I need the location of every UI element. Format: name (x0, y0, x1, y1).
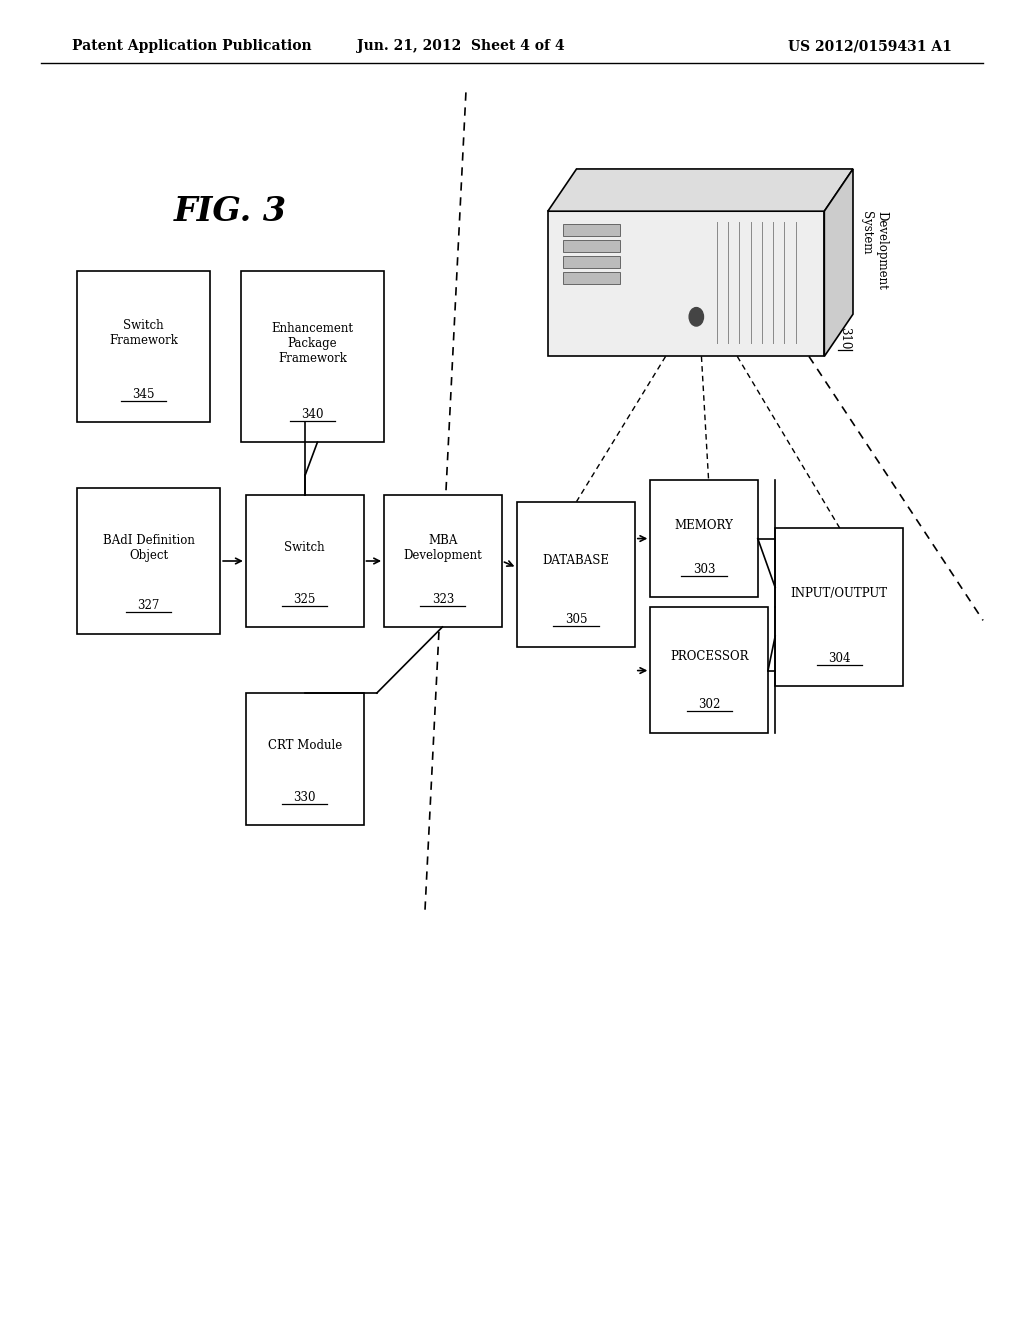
Bar (563, 272, 620, 284)
Bar (563, 224, 620, 236)
Text: MBA
Development: MBA Development (403, 533, 482, 562)
Polygon shape (824, 169, 853, 356)
Text: Development
System: Development System (860, 211, 888, 290)
Text: MEMORY: MEMORY (675, 519, 733, 532)
Text: 345: 345 (132, 388, 155, 401)
Bar (563, 256, 620, 268)
Text: 325: 325 (294, 593, 315, 606)
Text: 305: 305 (565, 612, 587, 626)
Text: 330: 330 (294, 791, 315, 804)
Bar (517, 502, 635, 647)
Bar (775, 528, 903, 686)
Bar (563, 240, 620, 252)
Text: Enhancement
Package
Framework: Enhancement Package Framework (271, 322, 353, 364)
Text: 303: 303 (693, 562, 715, 576)
Bar (246, 495, 364, 627)
Text: 340: 340 (301, 408, 324, 421)
Polygon shape (548, 169, 853, 211)
Text: 304: 304 (828, 652, 850, 665)
Text: Switch
Framework: Switch Framework (109, 319, 178, 347)
Text: Switch: Switch (285, 541, 325, 554)
Circle shape (689, 308, 703, 326)
Text: US 2012/0159431 A1: US 2012/0159431 A1 (788, 40, 952, 53)
Bar (384, 495, 502, 627)
Text: 310: 310 (839, 327, 851, 350)
Text: 327: 327 (137, 599, 160, 612)
Text: PROCESSOR: PROCESSOR (670, 651, 749, 663)
Text: DATABASE: DATABASE (543, 554, 609, 568)
Bar (77, 271, 210, 422)
Text: Patent Application Publication: Patent Application Publication (72, 40, 311, 53)
Bar (548, 211, 824, 356)
Bar (246, 693, 364, 825)
Text: CRT Module: CRT Module (267, 739, 342, 752)
Bar (650, 607, 768, 733)
Text: 302: 302 (698, 698, 720, 711)
Bar (650, 480, 758, 597)
Bar (241, 271, 384, 442)
Text: BAdI Definition
Object: BAdI Definition Object (102, 533, 195, 562)
Text: 323: 323 (432, 593, 454, 606)
Text: Jun. 21, 2012  Sheet 4 of 4: Jun. 21, 2012 Sheet 4 of 4 (357, 40, 564, 53)
Text: FIG. 3: FIG. 3 (174, 195, 287, 227)
Text: INPUT/OUTPUT: INPUT/OUTPUT (791, 587, 888, 601)
Bar (77, 488, 220, 634)
